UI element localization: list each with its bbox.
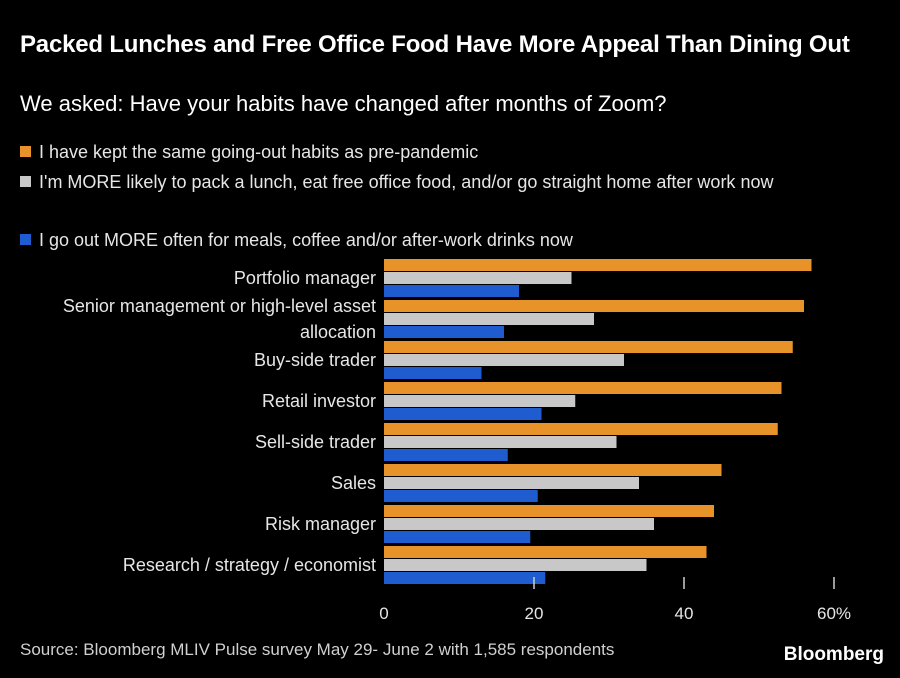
legend-label: I go out MORE often for meals, coffee an… xyxy=(39,230,573,250)
legend-swatch-blue xyxy=(20,234,31,245)
legend-item-same-habits: I have kept the same going-out habits as… xyxy=(20,138,850,166)
legend-item-pack-lunch: I'm MORE likely to pack a lunch, eat fre… xyxy=(20,168,850,196)
bar-same-habits xyxy=(384,382,782,394)
category-label: Buy-side trader xyxy=(254,350,376,370)
bar-same-habits xyxy=(384,300,804,312)
bar-pack-lunch xyxy=(384,477,639,489)
bar-go-out-more xyxy=(384,408,542,420)
bar-same-habits xyxy=(384,546,707,558)
category-label: Senior management or high-level asset xyxy=(63,296,376,316)
x-tick-label: 20 xyxy=(525,604,544,623)
bloomberg-logo: Bloomberg xyxy=(783,644,884,665)
category-label: allocation xyxy=(300,322,376,342)
x-tick-label: 40 xyxy=(675,604,694,623)
bar-pack-lunch xyxy=(384,518,654,530)
source-note: Source: Bloomberg MLIV Pulse survey May … xyxy=(20,640,615,659)
bar-go-out-more xyxy=(384,531,531,543)
legend-label: I have kept the same going-out habits as… xyxy=(39,142,479,162)
category-label: Retail investor xyxy=(262,391,376,411)
category-label: Sales xyxy=(331,473,376,493)
bar-pack-lunch xyxy=(384,272,572,284)
x-tick-label: 0 xyxy=(379,604,388,623)
bar-go-out-more xyxy=(384,326,504,338)
legend-label: I'm MORE likely to pack a lunch, eat fre… xyxy=(39,172,774,192)
bar-pack-lunch xyxy=(384,354,624,366)
bar-pack-lunch xyxy=(384,436,617,448)
bar-same-habits xyxy=(384,341,793,353)
chart-title: Packed Lunches and Free Office Food Have… xyxy=(20,31,850,58)
bar-go-out-more xyxy=(384,572,546,584)
category-label: Sell-side trader xyxy=(255,432,376,452)
category-label: Risk manager xyxy=(265,514,376,534)
bar-same-habits xyxy=(384,505,714,517)
bar-same-habits xyxy=(384,464,722,476)
bar-pack-lunch xyxy=(384,395,576,407)
bar-go-out-more xyxy=(384,449,508,461)
x-tick-label: 60% xyxy=(817,604,851,623)
category-label: Portfolio manager xyxy=(234,268,376,288)
legend-item-go-out-more: I go out MORE often for meals, coffee an… xyxy=(20,226,850,254)
bar-go-out-more xyxy=(384,490,538,502)
chart-subtitle: We asked: Have your habits have changed … xyxy=(20,91,667,116)
bar-go-out-more xyxy=(384,285,519,297)
bar-pack-lunch xyxy=(384,559,647,571)
bar-same-habits xyxy=(384,423,778,435)
legend-swatch-orange xyxy=(20,146,31,157)
category-label: Research / strategy / economist xyxy=(123,555,376,575)
legend-swatch-gray xyxy=(20,176,31,187)
bar-pack-lunch xyxy=(384,313,594,325)
bar-go-out-more xyxy=(384,367,482,379)
bar-same-habits xyxy=(384,259,812,271)
